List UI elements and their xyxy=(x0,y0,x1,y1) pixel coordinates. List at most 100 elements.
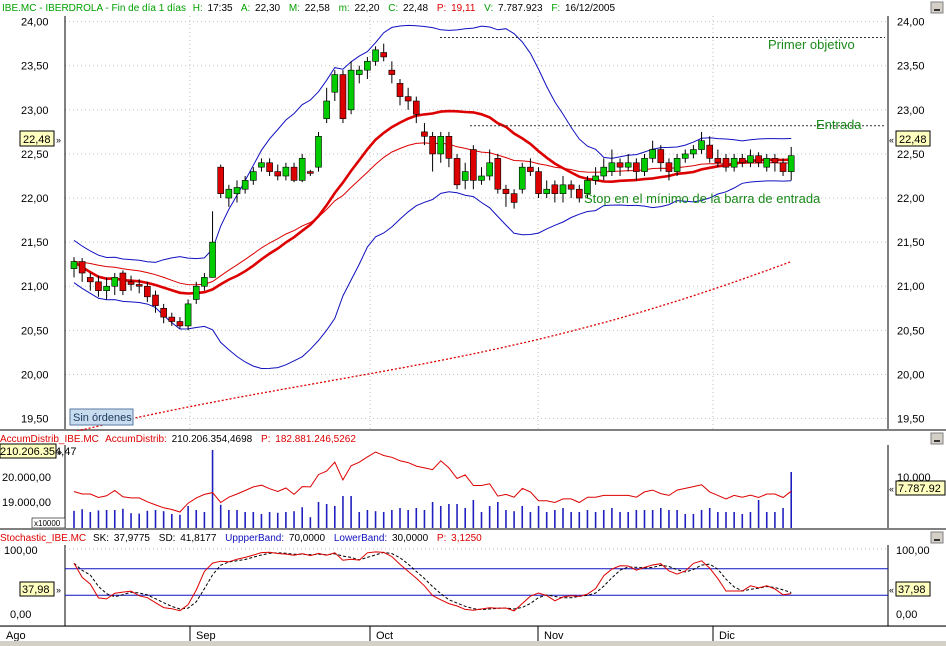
price-tick-left: 24,00 xyxy=(21,17,49,29)
candle xyxy=(543,180,551,199)
accum-scale-label: x10000 xyxy=(31,517,66,529)
svg-text:»: » xyxy=(57,447,62,457)
stoch-tick-0-left: 0,00 xyxy=(10,609,31,621)
candle xyxy=(201,273,208,291)
candle xyxy=(339,70,347,124)
month-label: Oct xyxy=(376,630,393,641)
candle xyxy=(168,312,176,326)
price-tick-right: 24,00 xyxy=(897,17,925,29)
stoch-tick-100-right: 100,00 xyxy=(896,545,930,557)
current-price-right: « 22,48 xyxy=(889,130,931,147)
candle xyxy=(307,169,314,176)
price-tick-left: 20,00 xyxy=(21,369,49,381)
candle xyxy=(486,149,493,181)
candle xyxy=(78,258,86,282)
candle xyxy=(380,43,388,62)
month-label: Dic xyxy=(719,630,735,641)
candle xyxy=(192,281,200,304)
candle xyxy=(478,167,485,185)
close-price-panel-button[interactable] xyxy=(930,1,944,14)
candle xyxy=(763,153,771,172)
candle xyxy=(103,277,110,300)
month-label: Sep xyxy=(196,630,216,641)
svg-text:7.787.92: 7.787.92 xyxy=(898,483,941,495)
accum-tick-20000: 20.000,00 xyxy=(2,472,51,484)
candle xyxy=(616,158,624,176)
candle xyxy=(527,158,534,176)
candle xyxy=(233,180,241,203)
candle xyxy=(608,149,616,176)
candle xyxy=(461,162,469,190)
candle xyxy=(70,257,78,278)
price-tick-left: 19,50 xyxy=(21,414,49,426)
svg-text:37,98: 37,98 xyxy=(22,584,50,596)
accum-tick-19000: 19.000,00 xyxy=(2,497,51,509)
stochastic-panel[interactable] xyxy=(0,530,946,626)
price-tick-right: 23,00 xyxy=(897,105,925,117)
price-panel[interactable] xyxy=(0,0,946,430)
header-line: IBE.MC - IBERDROLA - Fin de día 1 días H… xyxy=(2,3,615,14)
candle xyxy=(633,158,640,181)
stoch-tick-100-left: 100,00 xyxy=(4,545,38,557)
sin-ordenes-button[interactable]: Sin órdenes xyxy=(69,408,134,426)
candle xyxy=(755,152,762,168)
price-axis: 24,00 24,00 23,50 23,50 23,00 23,00 22,50 22,50… xyxy=(21,17,925,426)
candle xyxy=(559,175,567,203)
candle xyxy=(298,153,306,183)
candle xyxy=(592,167,599,185)
candle xyxy=(510,189,518,209)
stoch-header: Stochastic_IBE.MC SK: 37,9775 SD: 41,817… xyxy=(0,533,482,544)
candle xyxy=(437,131,445,163)
price-tick-right: 22,00 xyxy=(897,193,925,205)
candle xyxy=(714,149,722,168)
candle xyxy=(388,61,396,84)
candle xyxy=(258,158,265,172)
svg-text:x10000: x10000 xyxy=(34,519,61,528)
svg-text:22,48: 22,48 xyxy=(899,134,927,146)
candle xyxy=(250,167,257,185)
candle xyxy=(551,180,559,203)
month-axis: Ago Sep Oct Nov Dic xyxy=(6,626,735,642)
price-tick-left: 23,00 xyxy=(21,105,49,117)
candle xyxy=(518,162,526,194)
price-tick-right: 20,00 xyxy=(897,369,925,381)
candle xyxy=(429,131,436,172)
primer-objetivo-label: Primer objetivo xyxy=(768,37,855,52)
candle xyxy=(372,46,379,66)
candle xyxy=(217,164,224,199)
svg-text:«: « xyxy=(889,135,894,145)
accum-header: AccumDistrib_IBE.MC AccumDistrib: 210.20… xyxy=(0,434,356,445)
price-tick-right: 22,50 xyxy=(897,149,925,161)
candle xyxy=(144,281,151,303)
close-stoch-panel-button[interactable] xyxy=(930,531,944,544)
price-tick-left: 21,00 xyxy=(21,281,49,293)
candle xyxy=(681,149,689,163)
candle xyxy=(698,131,705,154)
candle xyxy=(111,273,119,296)
candle xyxy=(209,211,216,278)
candle xyxy=(176,317,184,329)
close-accum-panel-button[interactable] xyxy=(930,432,944,445)
entrada-label: Entrada xyxy=(816,117,862,132)
price-tick-left: 20,50 xyxy=(21,325,49,337)
candle xyxy=(575,184,583,203)
candle xyxy=(396,78,404,106)
price-tick-right: 21,00 xyxy=(897,281,925,293)
accum-distrib-line xyxy=(73,451,792,513)
price-tick-right: 20,50 xyxy=(897,325,925,337)
candle xyxy=(445,131,453,168)
candle xyxy=(184,299,192,331)
candle xyxy=(494,153,502,194)
svg-text:«: « xyxy=(889,484,894,494)
candle xyxy=(315,131,322,172)
candle xyxy=(331,70,339,102)
svg-text:22,48: 22,48 xyxy=(23,134,51,146)
candle xyxy=(274,164,282,181)
candle xyxy=(738,153,746,168)
bollinger-upper-band xyxy=(73,24,792,263)
candle xyxy=(649,140,656,163)
svg-text:37,98: 37,98 xyxy=(898,584,926,596)
candle xyxy=(673,153,681,176)
svg-text:Sin órdenes: Sin órdenes xyxy=(73,412,132,424)
